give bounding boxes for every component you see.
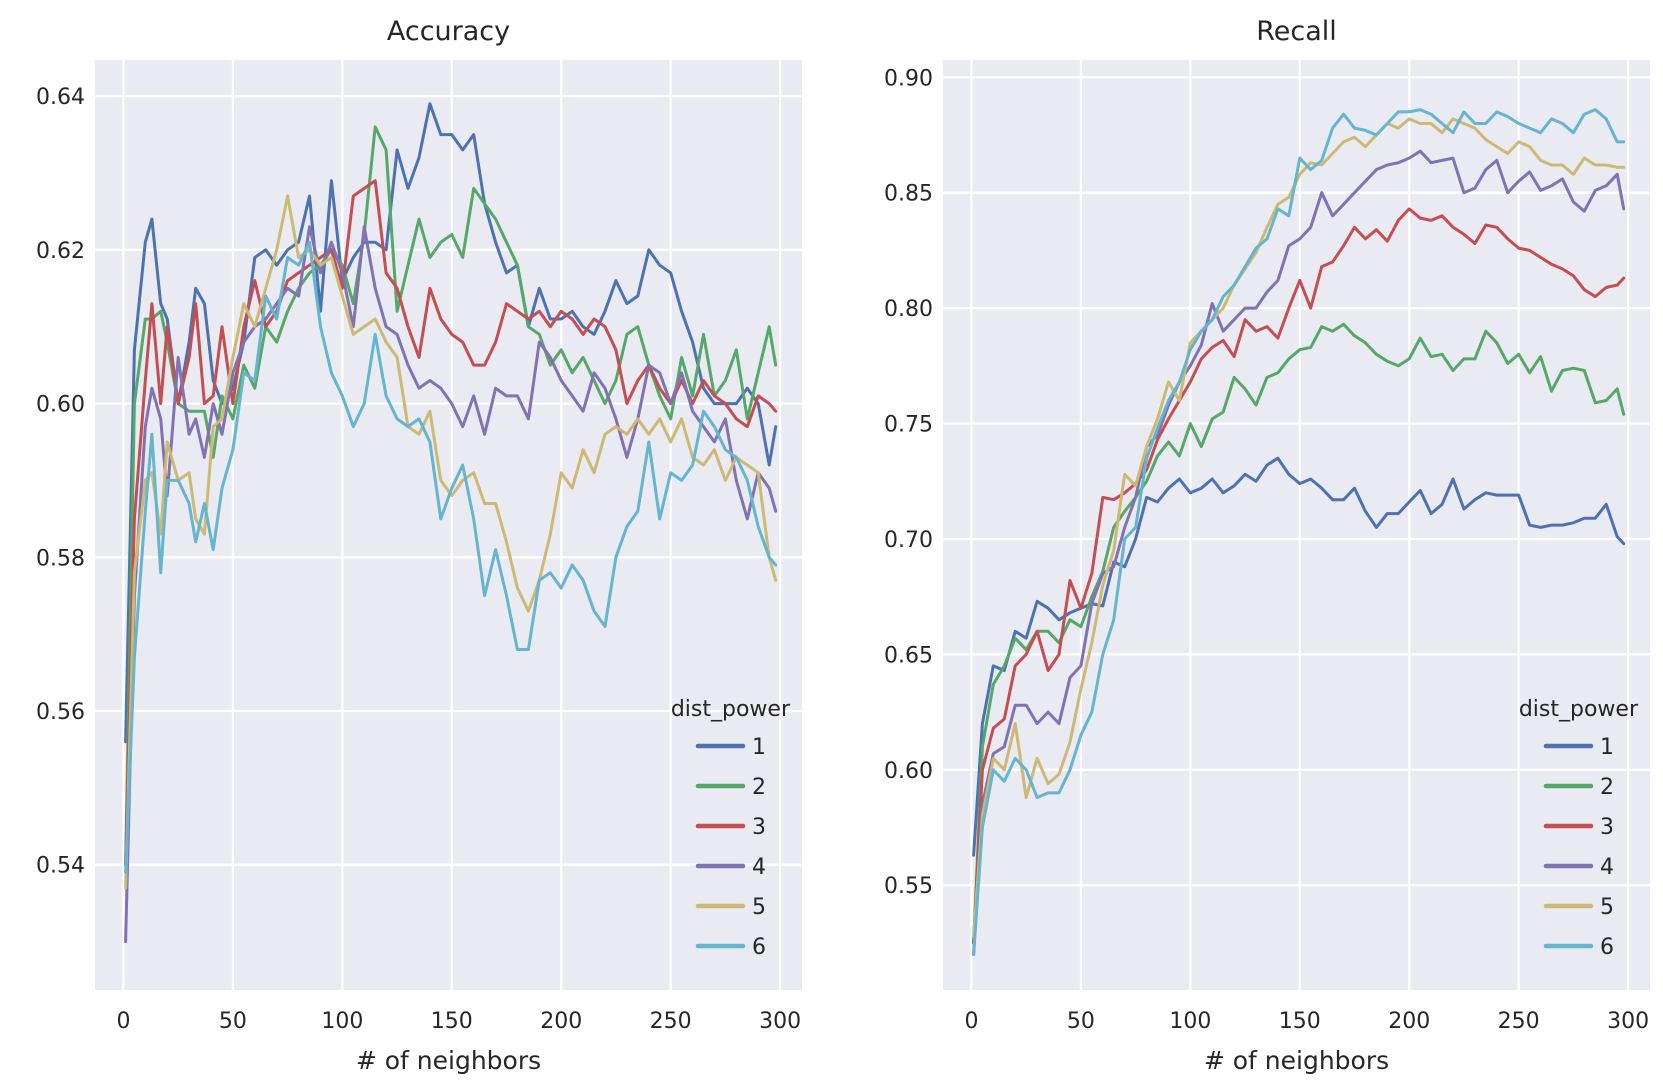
legend-label-4: 4: [752, 855, 766, 880]
y-tick-label: 0.85: [884, 182, 933, 207]
series-line-3: [124, 179, 778, 867]
legend-label-2: 2: [1600, 775, 1614, 800]
series-line-5: [124, 194, 778, 890]
legend-label-5: 5: [752, 895, 766, 920]
y-tick-label: 0.75: [884, 413, 933, 438]
accuracy-chart: 0 50 100 150 200 250 300 0.54 0.56 0.58 0.60 0.62 0.…: [36, 16, 802, 1075]
series-line-3: [972, 207, 1626, 945]
x-tick-label: 200: [1388, 1009, 1430, 1034]
y-tick-label: 0.55: [884, 874, 933, 899]
x-tick-label: 150: [431, 1009, 473, 1034]
y-tick-label: 0.54: [36, 854, 85, 879]
y-tick-label: 0.65: [884, 643, 933, 668]
x-tick-label: 250: [650, 1009, 692, 1034]
x-tick-label: 50: [219, 1009, 247, 1034]
series-line-2: [972, 322, 1626, 945]
plot-area: [95, 60, 802, 990]
x-tick-label: 0: [116, 1009, 130, 1034]
x-tick-label: 300: [1607, 1009, 1649, 1034]
legend-label-2: 2: [752, 775, 766, 800]
legend-label-5: 5: [1600, 895, 1614, 920]
y-tick-label: 0.58: [36, 546, 85, 571]
y-tick-label: 0.60: [36, 393, 85, 418]
x-tick-label: 100: [1169, 1009, 1211, 1034]
x-tick-label: 150: [1279, 1009, 1321, 1034]
x-axis-title: # of neighbors: [356, 1046, 541, 1075]
series-line-4: [972, 149, 1626, 956]
legend-title: dist_power: [1519, 697, 1639, 722]
y-tick-label: 0.70: [884, 528, 933, 553]
series-line-5: [972, 117, 1626, 938]
x-tick-label: 200: [540, 1009, 582, 1034]
series-line-6: [124, 240, 778, 874]
y-tick-label: 0.62: [36, 239, 85, 264]
x-axis-title: # of neighbors: [1204, 1046, 1389, 1075]
legend-label-3: 3: [752, 815, 766, 840]
legend-label-6: 6: [752, 935, 766, 960]
legend-label-1: 1: [1600, 735, 1614, 760]
x-tick-label: 50: [1067, 1009, 1095, 1034]
chart-title: Recall: [1256, 16, 1337, 47]
x-tick-label: 300: [759, 1009, 801, 1034]
y-tick-label: 0.80: [884, 297, 933, 322]
y-tick-label: 0.60: [884, 759, 933, 784]
series-line-1: [124, 102, 778, 744]
x-tick-label: 250: [1498, 1009, 1540, 1034]
series-line-2: [124, 125, 778, 867]
chart-title: Accuracy: [387, 16, 510, 47]
x-tick-label: 0: [964, 1009, 978, 1034]
legend: dist_power 1 2 3 4 5 6: [1519, 697, 1639, 960]
legend-label-1: 1: [752, 735, 766, 760]
plot-area: [943, 60, 1650, 990]
y-tick-label: 0.56: [36, 700, 85, 725]
legend-label-3: 3: [1600, 815, 1614, 840]
recall-chart: 0 50 100 150 200 250 300 0.55 0.60 0.65 0.70 0.75 0.…: [884, 16, 1650, 1075]
legend-title: dist_power: [671, 697, 791, 722]
y-tick-label: 0.64: [36, 85, 85, 110]
legend-label-4: 4: [1600, 855, 1614, 880]
y-tick-label: 0.90: [884, 66, 933, 91]
legend-label-6: 6: [1600, 935, 1614, 960]
x-tick-label: 100: [321, 1009, 363, 1034]
series-line-6: [972, 108, 1626, 956]
legend: dist_power 1 2 3 4 5 6: [671, 697, 791, 960]
series-line-4: [124, 225, 778, 944]
